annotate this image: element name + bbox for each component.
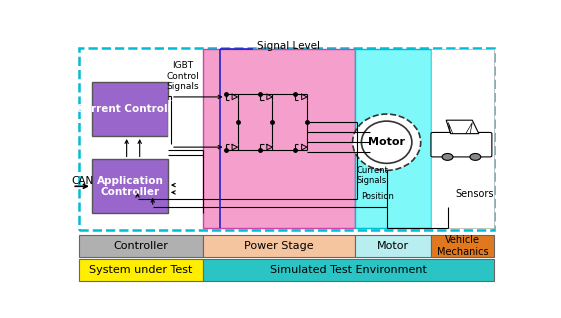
- Text: IGBT
Control
Signals: IGBT Control Signals: [167, 61, 200, 91]
- Text: Position: Position: [361, 191, 394, 201]
- FancyBboxPatch shape: [431, 49, 494, 228]
- FancyBboxPatch shape: [355, 49, 431, 228]
- Text: Simulated Test Environment: Simulated Test Environment: [270, 265, 427, 274]
- FancyBboxPatch shape: [79, 235, 203, 257]
- Text: Signal Level: Signal Level: [257, 41, 320, 51]
- FancyBboxPatch shape: [203, 259, 494, 280]
- FancyBboxPatch shape: [169, 100, 193, 144]
- Ellipse shape: [353, 114, 421, 170]
- FancyBboxPatch shape: [431, 235, 494, 257]
- FancyBboxPatch shape: [92, 82, 168, 136]
- Text: Sensors: Sensors: [455, 189, 494, 199]
- Polygon shape: [446, 120, 479, 134]
- Text: Motor: Motor: [377, 241, 409, 251]
- Ellipse shape: [442, 154, 453, 160]
- Text: CAN: CAN: [71, 176, 93, 186]
- FancyBboxPatch shape: [79, 48, 494, 230]
- FancyBboxPatch shape: [79, 259, 203, 280]
- FancyBboxPatch shape: [355, 235, 431, 257]
- Ellipse shape: [470, 154, 481, 160]
- Text: Motor: Motor: [368, 137, 405, 147]
- Text: Application
Controller: Application Controller: [96, 176, 163, 197]
- Text: Vehicle
Mechanics: Vehicle Mechanics: [436, 236, 488, 257]
- FancyBboxPatch shape: [92, 159, 168, 213]
- Text: System under Test: System under Test: [89, 265, 192, 274]
- Text: Power Stage: Power Stage: [244, 241, 314, 251]
- Ellipse shape: [361, 121, 412, 163]
- FancyBboxPatch shape: [203, 49, 355, 228]
- FancyBboxPatch shape: [431, 132, 492, 157]
- Text: Current
Signals: Current Signals: [356, 166, 388, 185]
- Text: Controller: Controller: [113, 241, 168, 251]
- Text: Current Controller: Current Controller: [76, 104, 183, 114]
- FancyBboxPatch shape: [203, 235, 355, 257]
